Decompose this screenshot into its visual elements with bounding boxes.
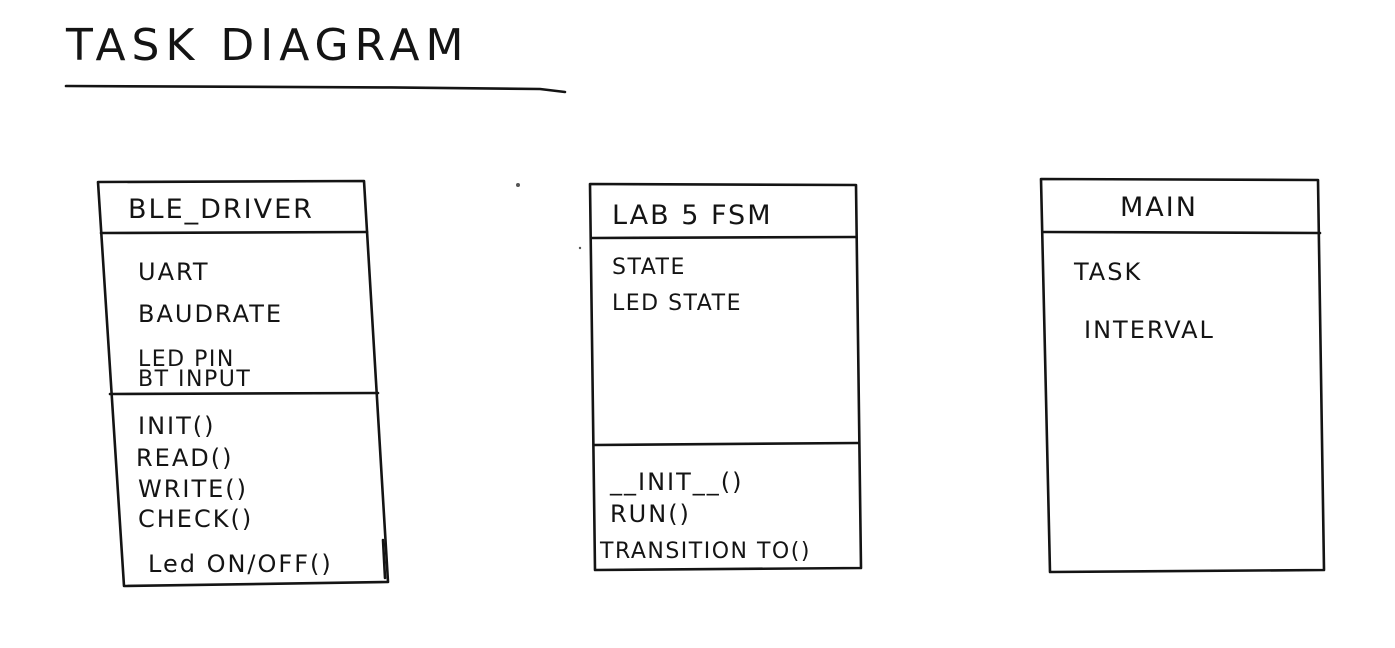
pen-stroke [381, 538, 387, 580]
stray-mark [578, 246, 582, 250]
class-box-outline [1039, 177, 1326, 574]
class-name: BLE_DRIVER [128, 194, 314, 225]
diagram-title: TASK DIAGRAM [65, 20, 469, 71]
class-box-ble-driver: BLE_DRIVER UART BAUDRATE LED PIN BT INPU… [96, 179, 390, 588]
class-methods-divider [108, 391, 380, 396]
class-method: Led ON/OFF() [148, 550, 333, 578]
class-header-divider [590, 235, 858, 240]
class-method: TRANSITION TO() [599, 539, 811, 564]
class-attribute: STATE [612, 255, 686, 280]
class-method: RUN() [610, 500, 691, 528]
class-box-outline [588, 182, 863, 572]
class-attribute: TASK [1073, 258, 1142, 286]
class-header-divider [1042, 230, 1322, 235]
class-name: MAIN [1120, 192, 1198, 223]
stray-mark [516, 183, 520, 187]
class-header-divider [99, 230, 369, 235]
class-attribute: INTERVAL [1084, 316, 1215, 344]
class-method: __INIT__() [609, 468, 744, 496]
class-attribute: BAUDRATE [138, 300, 283, 328]
class-attribute: BT INPUT [138, 367, 251, 392]
class-method: READ() [136, 444, 233, 472]
class-attribute: LED PIN [138, 347, 235, 372]
title-underline [64, 84, 567, 94]
class-name: LAB 5 FSM [612, 200, 773, 231]
class-box-outline [96, 179, 390, 588]
class-methods-divider [592, 441, 860, 447]
class-box-main: MAIN TASK INTERVAL [1039, 177, 1326, 574]
class-attribute: LED STATE [612, 291, 742, 316]
class-method: CHECK() [138, 505, 253, 533]
class-box-lab5-fsm: LAB 5 FSM STATE LED STATE __INIT__() RUN… [588, 182, 863, 572]
class-attribute: UART [138, 258, 210, 286]
class-method: INIT() [138, 412, 216, 440]
class-method: WRITE() [138, 475, 248, 503]
